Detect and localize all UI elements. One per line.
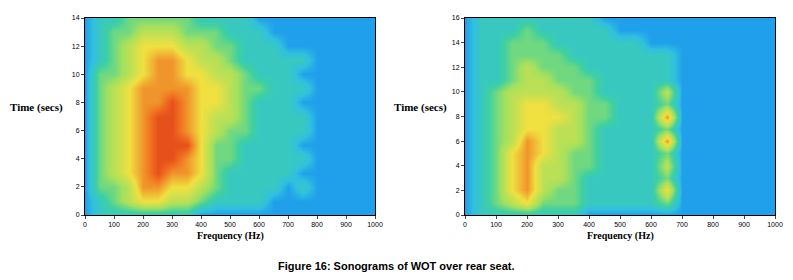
svg-text:2: 2 [76, 183, 80, 190]
svg-text:700: 700 [282, 221, 294, 228]
svg-text:100: 100 [490, 221, 502, 228]
svg-text:10: 10 [72, 71, 80, 78]
svg-text:800: 800 [311, 221, 323, 228]
svg-text:900: 900 [340, 221, 352, 228]
svg-text:12: 12 [452, 64, 460, 71]
svg-text:2: 2 [456, 187, 460, 194]
svg-text:Time (secs): Time (secs) [10, 101, 63, 114]
svg-text:4: 4 [456, 162, 460, 169]
svg-text:0: 0 [456, 211, 460, 218]
svg-text:500: 500 [614, 221, 626, 228]
svg-text:300: 300 [166, 221, 178, 228]
svg-text:6: 6 [456, 138, 460, 145]
svg-text:0: 0 [83, 221, 87, 228]
svg-text:200: 200 [137, 221, 149, 228]
svg-text:300: 300 [552, 221, 564, 228]
svg-text:900: 900 [738, 221, 750, 228]
svg-text:800: 800 [707, 221, 719, 228]
svg-text:16: 16 [452, 14, 460, 21]
svg-text:Frequency (Hz): Frequency (Hz) [587, 230, 654, 242]
svg-text:Time (secs): Time (secs) [394, 101, 447, 114]
svg-text:1000: 1000 [367, 221, 383, 228]
svg-text:12: 12 [72, 43, 80, 50]
svg-text:8: 8 [456, 113, 460, 120]
svg-text:200: 200 [521, 221, 533, 228]
svg-text:500: 500 [224, 221, 236, 228]
svg-text:14: 14 [72, 14, 80, 21]
svg-text:400: 400 [195, 221, 207, 228]
svg-text:600: 600 [645, 221, 657, 228]
svg-text:400: 400 [583, 221, 595, 228]
svg-text:4: 4 [76, 155, 80, 162]
svg-text:0: 0 [76, 211, 80, 218]
svg-text:700: 700 [676, 221, 688, 228]
svg-text:600: 600 [253, 221, 265, 228]
svg-text:14: 14 [452, 39, 460, 46]
svg-text:Figure 16: Sonograms of WOT ov: Figure 16: Sonograms of WOT over rear se… [278, 260, 515, 272]
svg-text:6: 6 [76, 127, 80, 134]
svg-text:100: 100 [108, 221, 120, 228]
svg-text:1000: 1000 [767, 221, 783, 228]
svg-text:0: 0 [463, 221, 467, 228]
svg-text:10: 10 [452, 88, 460, 95]
svg-text:Frequency (Hz): Frequency (Hz) [197, 230, 264, 242]
svg-text:8: 8 [76, 99, 80, 106]
